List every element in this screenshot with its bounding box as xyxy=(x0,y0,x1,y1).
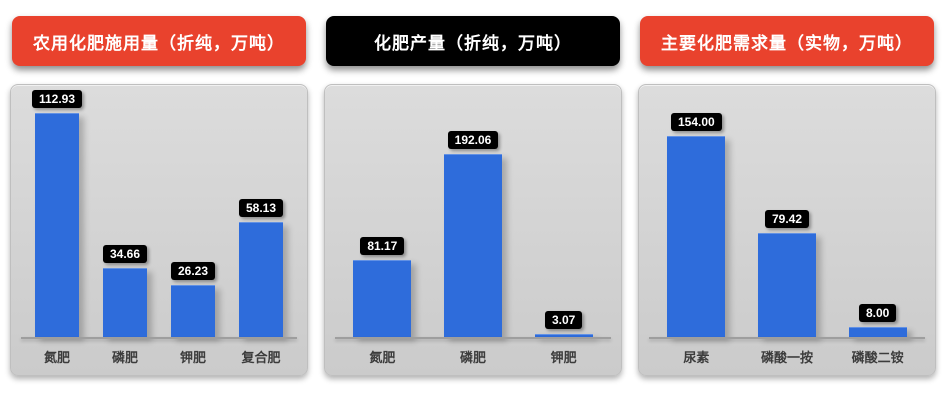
chart-area-fertilizer-usage: 112.93 34.66 26.23 58.13 氮肥 磷肥 钾肥 复合肥 xyxy=(10,84,308,376)
chart-panel-fertilizer-demand: 主要化肥需求量（实物，万吨） 154.00 79.42 8.00 尿素 磷酸一按 磷酸二… xyxy=(638,16,936,403)
bar-column: 3.07 xyxy=(518,89,609,337)
bar-column: 81.17 xyxy=(337,89,428,337)
bar xyxy=(848,326,907,337)
value-label: 81.17 xyxy=(360,236,405,255)
bar xyxy=(35,112,79,337)
category-label: 氮肥 xyxy=(43,349,70,365)
bar-column: 26.23 xyxy=(159,89,227,337)
bar-column: 192.06 xyxy=(428,89,519,337)
x-axis-line xyxy=(649,337,925,339)
value-label: 3.07 xyxy=(545,311,583,330)
bar-column: 79.42 xyxy=(742,89,833,337)
value-label: 154.00 xyxy=(670,113,722,131)
value-label: 8.00 xyxy=(859,303,897,322)
value-label: 192.06 xyxy=(447,130,499,149)
category-label: 复合肥 xyxy=(241,349,281,365)
bar-column: 112.93 xyxy=(23,89,91,337)
value-label: 79.42 xyxy=(764,210,810,229)
chart-panel-fertilizer-usage: 农用化肥施用量（折纯，万吨） 112.93 34.66 26.23 58.13 氮肥 磷… xyxy=(10,16,308,403)
bar xyxy=(103,268,147,337)
bar xyxy=(171,284,215,337)
category-label: 磷肥 xyxy=(111,349,138,365)
category-label: 磷肥 xyxy=(460,349,487,365)
bar xyxy=(534,334,593,337)
category-label: 磷酸一按 xyxy=(761,349,814,365)
plot-area: 81.17 192.06 3.07 xyxy=(333,89,613,337)
bar xyxy=(758,233,817,337)
chart-title-fertilizer-usage: 农用化肥施用量（折纯，万吨） xyxy=(12,16,306,66)
bar xyxy=(444,153,503,337)
bar-column: 34.66 xyxy=(91,89,159,337)
category-label: 磷酸二铵 xyxy=(851,349,904,365)
bar-column: 58.13 xyxy=(227,89,295,337)
chart-title-fertilizer-production: 化肥产量（折纯，万吨） xyxy=(326,16,620,66)
value-label: 26.23 xyxy=(170,261,216,280)
chart-panel-fertilizer-production: 化肥产量（折纯，万吨） 81.17 192.06 3.07 氮肥 磷肥 钾肥 xyxy=(324,16,622,403)
category-axis: 尿素 磷酸一按 磷酸二铵 xyxy=(647,339,927,373)
bar-column: 154.00 xyxy=(651,89,742,337)
category-axis: 氮肥 磷肥 钾肥 复合肥 xyxy=(19,339,299,373)
bar xyxy=(667,136,726,337)
bar xyxy=(353,259,412,337)
x-axis-line xyxy=(21,337,297,339)
category-axis: 氮肥 磷肥 钾肥 xyxy=(333,339,613,373)
bar-column: 8.00 xyxy=(832,89,923,337)
category-label: 钾肥 xyxy=(550,349,577,365)
category-label: 钾肥 xyxy=(179,349,206,365)
category-label: 氮肥 xyxy=(369,349,396,365)
bar xyxy=(239,221,283,337)
category-label: 尿素 xyxy=(683,349,710,365)
value-label: 112.93 xyxy=(31,89,83,108)
chart-area-fertilizer-demand: 154.00 79.42 8.00 尿素 磷酸一按 磷酸二铵 xyxy=(638,84,936,376)
chart-title-fertilizer-demand: 主要化肥需求量（实物，万吨） xyxy=(640,16,934,66)
value-label: 58.13 xyxy=(238,198,284,217)
x-axis-line xyxy=(335,337,611,339)
chart-area-fertilizer-production: 81.17 192.06 3.07 氮肥 磷肥 钾肥 xyxy=(324,84,622,376)
plot-area: 154.00 79.42 8.00 xyxy=(647,89,927,337)
value-label: 34.66 xyxy=(102,245,148,264)
plot-area: 112.93 34.66 26.23 58.13 xyxy=(19,89,299,337)
